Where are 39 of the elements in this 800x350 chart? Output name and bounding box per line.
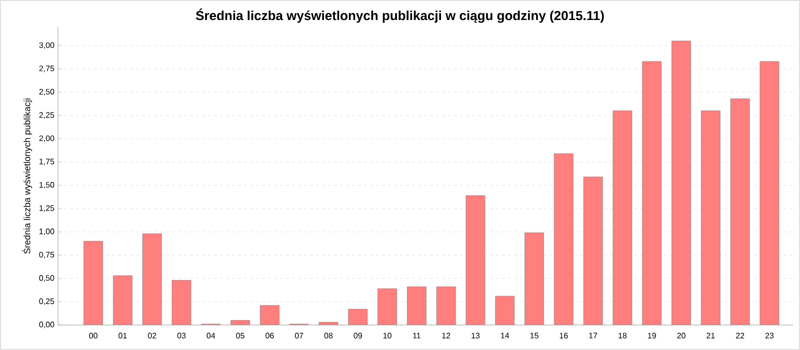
y-tick-label: 2,50 [39,88,54,96]
x-tick-label: 17 [589,332,598,338]
x-tick-label: 15 [530,332,538,338]
x-tick-label: 02 [148,332,156,338]
y-axis-title: Średnia liczba wyświetlonych publikacji [22,98,32,254]
x-tick-label: 11 [413,332,420,338]
y-tick-label: 0,25 [39,298,54,306]
x-tick-label: 18 [618,332,627,338]
x-tick-label: 14 [501,332,510,338]
x-tick-label: 12 [442,332,450,338]
x-tick-label: 09 [354,332,362,338]
x-tick-label: 16 [560,332,568,338]
y-tick-label: 1,75 [40,158,54,166]
y-tick-label: 2,25 [39,112,54,119]
x-tick-label: 05 [236,332,244,338]
x-tick-label: 08 [324,332,333,338]
x-tick-label: 13 [472,332,480,338]
x-tick-label: 19 [648,332,656,338]
x-tick-label: 22 [736,332,744,338]
x-tick-label: 00 [89,332,98,338]
y-tick-label: 3,00 [39,42,54,49]
y-tick-label: 2,00 [39,135,54,142]
y-tick-label: 2,75 [39,66,54,72]
x-tick-label: 10 [383,332,392,338]
y-tick-label: 1,25 [40,205,54,212]
y-tick-label: 1,50 [40,182,54,189]
y-tick-label: 0,00 [39,322,54,328]
x-tick-label: 06 [266,332,274,338]
y-tick-label: 1,00 [40,228,54,236]
y-tick-label: 0,50 [39,275,54,282]
x-tick-label: 23 [765,332,774,338]
x-tick-label: 07 [294,332,304,338]
y-tick-label: 0,75 [39,252,54,258]
x-tick-label: 20 [677,332,686,338]
x-tick-label: 04 [206,332,216,338]
chart-title: Średnia liczba wyświetlonych publikacji w ciągu godziny (2015.11) [196,8,604,23]
x-tick-label: 03 [177,332,186,338]
x-tick-label: 01 [118,332,127,338]
x-tick-label: 21 [706,332,715,338]
